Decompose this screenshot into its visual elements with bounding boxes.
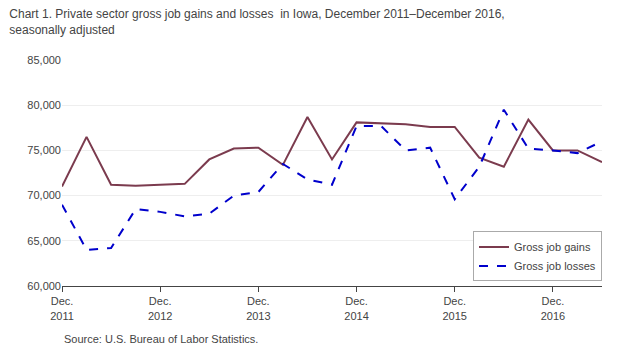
svg-text:70,000: 70,000 [27,189,61,201]
svg-text:60,000: 60,000 [27,280,61,292]
svg-text:Dec.2013: Dec.2013 [246,295,270,321]
svg-text:80,000: 80,000 [27,99,61,111]
svg-text:Dec.2012: Dec.2012 [148,295,172,321]
svg-text:75,000: 75,000 [27,144,61,156]
svg-text:Gross job losses: Gross job losses [514,260,596,272]
svg-text:65,000: 65,000 [27,235,61,247]
svg-text:Gross job gains: Gross job gains [514,241,591,253]
svg-text:Dec.2011: Dec.2011 [50,295,74,321]
svg-text:Source: U.S. Bureau of Labor S: Source: U.S. Bureau of Labor Statistics. [64,333,258,345]
svg-text:85,000: 85,000 [27,54,61,66]
svg-text:Dec.2014: Dec.2014 [344,295,368,321]
svg-text:Chart 1. Private sector gross: Chart 1. Private sector gross job gains … [9,7,504,37]
svg-text:Dec.2016: Dec.2016 [541,295,565,321]
svg-text:Dec.2015: Dec.2015 [442,295,466,321]
